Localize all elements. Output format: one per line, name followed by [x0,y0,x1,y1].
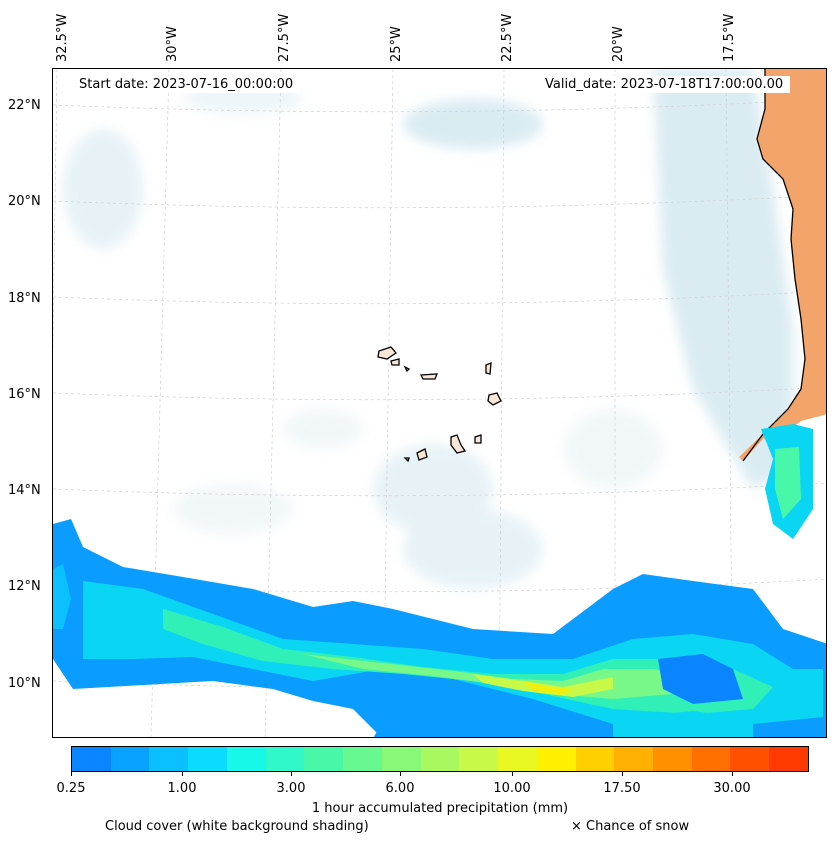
colorbar-tickmark [732,772,733,776]
lon-label: 27.5°W [277,13,292,62]
cloud-shading [653,69,793,489]
cloud-shading [403,99,543,149]
precip-contour [53,564,71,629]
start-date-label: Start date: 2023-07-16_00:00:00 [72,76,301,93]
colorbar-tick-label: 0.25 [56,781,86,796]
cloud-cover-layer [63,69,793,589]
colorbar-tick-label: 17.50 [603,781,641,796]
colorbar-swatch [691,747,731,771]
colorbar-tick-label: 1.00 [167,781,197,796]
cloud-shading [403,509,543,589]
lon-label: 32.5°W [55,13,70,62]
grid-line-lon [498,69,505,737]
colorbar-tick-label: 10.00 [493,781,531,796]
colorbar-swatch [110,747,150,771]
lon-label: 17.5°W [722,13,737,62]
cloud-shading [283,409,363,449]
precipitation-map [53,69,826,737]
island [377,346,397,360]
colorbar-tickmark [182,772,183,776]
coastline [742,69,806,462]
precip-contour [613,711,753,737]
colorbar-swatch [381,747,421,771]
colorbar-swatch [149,747,189,771]
colorbar-tick-label: 6.00 [385,781,415,796]
valid-date-label: Valid_date: 2023-07-18T17:00:00.00 [538,76,791,93]
snow-chance-note: × Chance of snow [571,819,690,834]
cape-verde-islands [377,346,502,463]
cloud-shading [63,129,143,249]
precip-contour [374,709,483,737]
precipitation-layer [53,424,826,737]
precip-contour [523,681,573,695]
lon-label: 22.5°W [500,13,515,62]
lat-label: 20°N [8,194,41,209]
colorbar-tick-label: 30.00 [713,781,751,796]
colorbar-tickmark [291,772,292,776]
lat-label: 14°N [8,483,41,498]
island [485,362,492,375]
precip-contour [775,447,801,519]
island [403,457,410,463]
colorbar-swatch [614,747,654,771]
lat-label: 10°N [8,676,41,691]
colorbar-tickmark [400,772,401,776]
colorbar-swatch [730,747,770,771]
colorbar-swatch [653,747,692,771]
africa-land [739,69,826,461]
colorbar-tick-label: 3.00 [276,781,306,796]
colorbar-swatch [304,747,344,771]
lat-label: 16°N [8,387,41,402]
map-panel [52,68,827,738]
colorbar-tickmark [512,772,513,776]
colorbar-label: 1 hour accumulated precipitation (mm) [311,801,569,816]
colorbar-swatch [459,747,499,771]
island [450,434,467,454]
island [403,365,411,373]
cloud-cover-note: Cloud cover (white background shading) [105,819,369,834]
colorbar-swatch [72,747,111,771]
island [390,358,400,366]
lat-label: 12°N [8,579,41,594]
island [416,448,428,461]
lon-label: 25°W [389,26,404,62]
island [474,434,482,444]
colorbar-swatch [343,747,382,771]
colorbar-swatch [498,747,537,771]
colorbar-swatch [226,747,266,771]
precip-contour [658,654,743,704]
lon-label: 30°W [165,26,180,62]
cloud-shading [173,484,293,534]
lat-label: 18°N [8,291,41,306]
island [487,392,502,406]
colorbar-swatch [265,747,305,771]
lon-label: 20°W [611,26,626,62]
colorbar-swatch [769,747,808,771]
colorbar-tickmark [71,772,72,776]
precipitation-colorbar [71,746,809,772]
cloud-shading [563,409,663,489]
colorbar-swatch [536,747,576,771]
colorbar-swatch [575,747,615,771]
lat-label: 22°N [8,98,41,113]
colorbar-swatch [188,747,227,771]
colorbar-swatch [420,747,460,771]
island [419,373,438,380]
colorbar-tickmark [622,772,623,776]
